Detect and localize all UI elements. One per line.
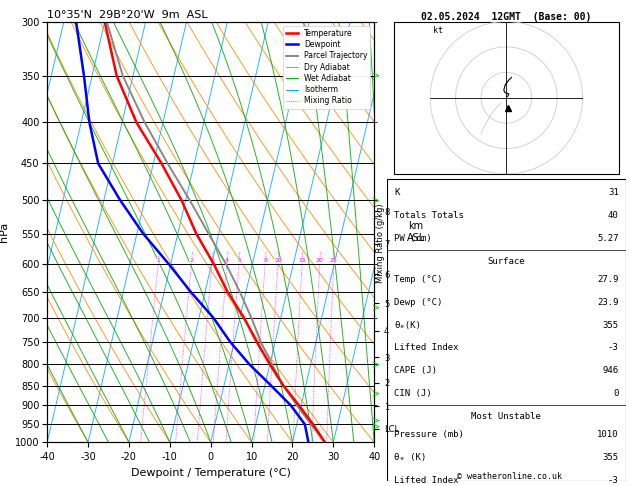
Text: Temp (°C): Temp (°C) <box>394 275 442 284</box>
Text: 355: 355 <box>603 453 619 462</box>
Text: 946: 946 <box>603 366 619 375</box>
Text: K: K <box>394 188 399 197</box>
Text: -3: -3 <box>608 344 619 352</box>
Text: >: > <box>372 389 381 399</box>
Text: CIN (J): CIN (J) <box>394 389 431 398</box>
Text: Surface: Surface <box>487 257 525 265</box>
Text: θₑ (K): θₑ (K) <box>394 453 426 462</box>
Text: 15: 15 <box>298 259 306 263</box>
Text: 23.9: 23.9 <box>597 297 619 307</box>
Text: Totals Totals: Totals Totals <box>394 211 464 220</box>
Text: 25: 25 <box>330 259 338 263</box>
Text: -3: -3 <box>608 476 619 485</box>
Text: 5.27: 5.27 <box>597 234 619 243</box>
Text: Lifted Index: Lifted Index <box>394 344 459 352</box>
Text: CAPE (J): CAPE (J) <box>394 366 437 375</box>
Text: 3: 3 <box>210 259 214 263</box>
X-axis label: Dewpoint / Temperature (°C): Dewpoint / Temperature (°C) <box>131 468 291 478</box>
Text: 4: 4 <box>225 259 229 263</box>
Text: >: > <box>372 70 381 81</box>
Text: Lifted Index: Lifted Index <box>394 476 459 485</box>
Text: >: > <box>372 359 381 369</box>
Text: 8: 8 <box>264 259 267 263</box>
Text: >: > <box>372 303 381 312</box>
Text: PW (cm): PW (cm) <box>394 234 431 243</box>
Text: 27.9: 27.9 <box>597 275 619 284</box>
Text: 40: 40 <box>608 211 619 220</box>
Bar <box>387 179 626 481</box>
Text: >: > <box>372 195 381 205</box>
Text: θₑ(K): θₑ(K) <box>394 320 421 330</box>
Text: 10°35'N  29B°20'W  9m  ASL: 10°35'N 29B°20'W 9m ASL <box>47 10 208 20</box>
Y-axis label: hPa: hPa <box>0 222 9 242</box>
Y-axis label: km
ASL: km ASL <box>406 221 425 243</box>
Text: © weatheronline.co.uk: © weatheronline.co.uk <box>457 472 562 481</box>
Text: 355: 355 <box>603 320 619 330</box>
Text: 10: 10 <box>274 259 282 263</box>
Text: Pressure (mb): Pressure (mb) <box>394 430 464 439</box>
Bar <box>394 21 619 174</box>
Text: 31: 31 <box>608 188 619 197</box>
Text: kt: kt <box>433 26 443 35</box>
Text: 2: 2 <box>189 259 194 263</box>
Text: Most Unstable: Most Unstable <box>471 412 542 421</box>
Text: 20: 20 <box>316 259 324 263</box>
Text: >: > <box>372 421 381 431</box>
Text: 1010: 1010 <box>597 430 619 439</box>
Text: Mixing Ratio (g/kg): Mixing Ratio (g/kg) <box>376 203 385 283</box>
Legend: Temperature, Dewpoint, Parcel Trajectory, Dry Adiabat, Wet Adiabat, Isotherm, Mi: Temperature, Dewpoint, Parcel Trajectory… <box>283 26 370 108</box>
Text: 02.05.2024  12GMT  (Base: 00): 02.05.2024 12GMT (Base: 00) <box>421 12 591 22</box>
Text: 0: 0 <box>613 389 619 398</box>
Text: 5: 5 <box>237 259 241 263</box>
Text: >: > <box>372 416 381 426</box>
Text: 1: 1 <box>157 259 160 263</box>
Text: Dewp (°C): Dewp (°C) <box>394 297 442 307</box>
